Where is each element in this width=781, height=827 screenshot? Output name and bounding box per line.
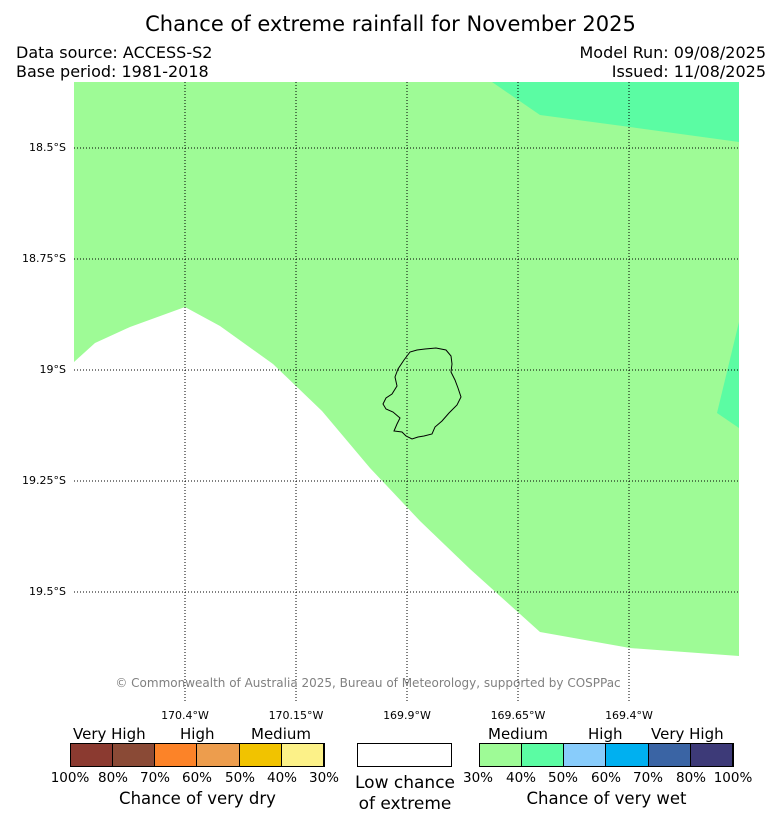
dry-tick-30: 30% bbox=[308, 770, 339, 786]
lon-label-169-4: 169.4°W bbox=[605, 709, 653, 722]
lat-label-19-25: 19.25°S bbox=[22, 474, 66, 487]
wet-swatch-70-80 bbox=[649, 743, 691, 767]
dry-swatch-40-50 bbox=[240, 743, 282, 767]
wet-high-region-east bbox=[717, 322, 739, 428]
dry-tick-70: 70% bbox=[139, 770, 170, 786]
wet-tick-70: 70% bbox=[632, 770, 663, 786]
dry-swatch-30-40 bbox=[282, 743, 324, 767]
wet-group-high: High bbox=[588, 725, 623, 743]
dry-tick-80: 80% bbox=[97, 770, 128, 786]
graticule bbox=[74, 82, 739, 702]
data-source: Data source: ACCESS-S2 bbox=[16, 43, 213, 62]
dry-group-very-high: Very High bbox=[73, 725, 146, 743]
lat-label-18-5: 18.5°S bbox=[29, 141, 66, 154]
wet-medium-region bbox=[74, 82, 739, 656]
model-run: Model Run: 09/08/2025 bbox=[579, 43, 767, 62]
low-chance-line1: Low chance bbox=[355, 773, 455, 793]
map-area bbox=[74, 82, 739, 702]
wet-swatch-40-50 bbox=[522, 743, 564, 767]
wet-group-very-high: Very High bbox=[651, 725, 724, 743]
wet-tick-80: 80% bbox=[675, 770, 706, 786]
lat-label-18-75: 18.75°S bbox=[22, 252, 66, 265]
dry-swatch-80-100 bbox=[71, 743, 113, 767]
wet-swatch-50-60 bbox=[564, 743, 606, 767]
source-info: Data source: ACCESS-S2 Base period: 1981… bbox=[16, 43, 212, 81]
lon-label-170-4: 170.4°W bbox=[161, 709, 209, 722]
run-info: Model Run: 09/08/2025 Issued: 11/08/2025 bbox=[580, 43, 767, 81]
niue-island-outline bbox=[382, 347, 462, 440]
map-title: Chance of extreme rainfall for November … bbox=[145, 12, 636, 36]
wet-swatch-30-40 bbox=[480, 743, 522, 767]
wet-swatch-60-70 bbox=[606, 743, 649, 767]
dry-group-medium: Medium bbox=[251, 725, 311, 743]
dry-tick-100: 100% bbox=[50, 770, 90, 786]
wet-tick-50: 50% bbox=[547, 770, 578, 786]
low-chance-line2: of extreme bbox=[358, 794, 452, 814]
dry-tick-40: 40% bbox=[266, 770, 297, 786]
dry-group-high: High bbox=[180, 725, 215, 743]
wet-swatch-80-100 bbox=[691, 743, 733, 767]
wet-tick-60: 60% bbox=[590, 770, 621, 786]
low-chance-label: Low chance of extreme bbox=[335, 773, 475, 815]
lon-label-170-15: 170.15°W bbox=[268, 709, 324, 722]
lat-label-19: 19°S bbox=[39, 363, 66, 376]
wet-tick-40: 40% bbox=[505, 770, 536, 786]
wet-high-region-north bbox=[492, 82, 739, 142]
dry-swatch-60-70 bbox=[155, 743, 197, 767]
lon-label-169-9: 169.9°W bbox=[383, 709, 431, 722]
copyright-notice: © Commonwealth of Australia 2025, Bureau… bbox=[115, 676, 621, 690]
wet-tick-30: 30% bbox=[462, 770, 493, 786]
dry-swatch-50-60 bbox=[197, 743, 240, 767]
wet-colorbar-title: Chance of very wet bbox=[526, 789, 687, 808]
lon-label-169-65: 169.65°W bbox=[490, 709, 546, 722]
lat-label-19-5: 19.5°S bbox=[29, 585, 66, 598]
dry-colorbar-title: Chance of very dry bbox=[119, 789, 276, 808]
wet-group-medium: Medium bbox=[488, 725, 548, 743]
low-chance-swatch bbox=[357, 743, 452, 767]
issued-date: Issued: 11/08/2025 bbox=[611, 62, 766, 81]
base-period: Base period: 1981-2018 bbox=[16, 62, 209, 81]
wet-tick-100: 100% bbox=[713, 770, 753, 786]
dry-tick-60: 60% bbox=[181, 770, 212, 786]
dry-tick-50: 50% bbox=[224, 770, 255, 786]
dry-swatch-70-80 bbox=[113, 743, 155, 767]
